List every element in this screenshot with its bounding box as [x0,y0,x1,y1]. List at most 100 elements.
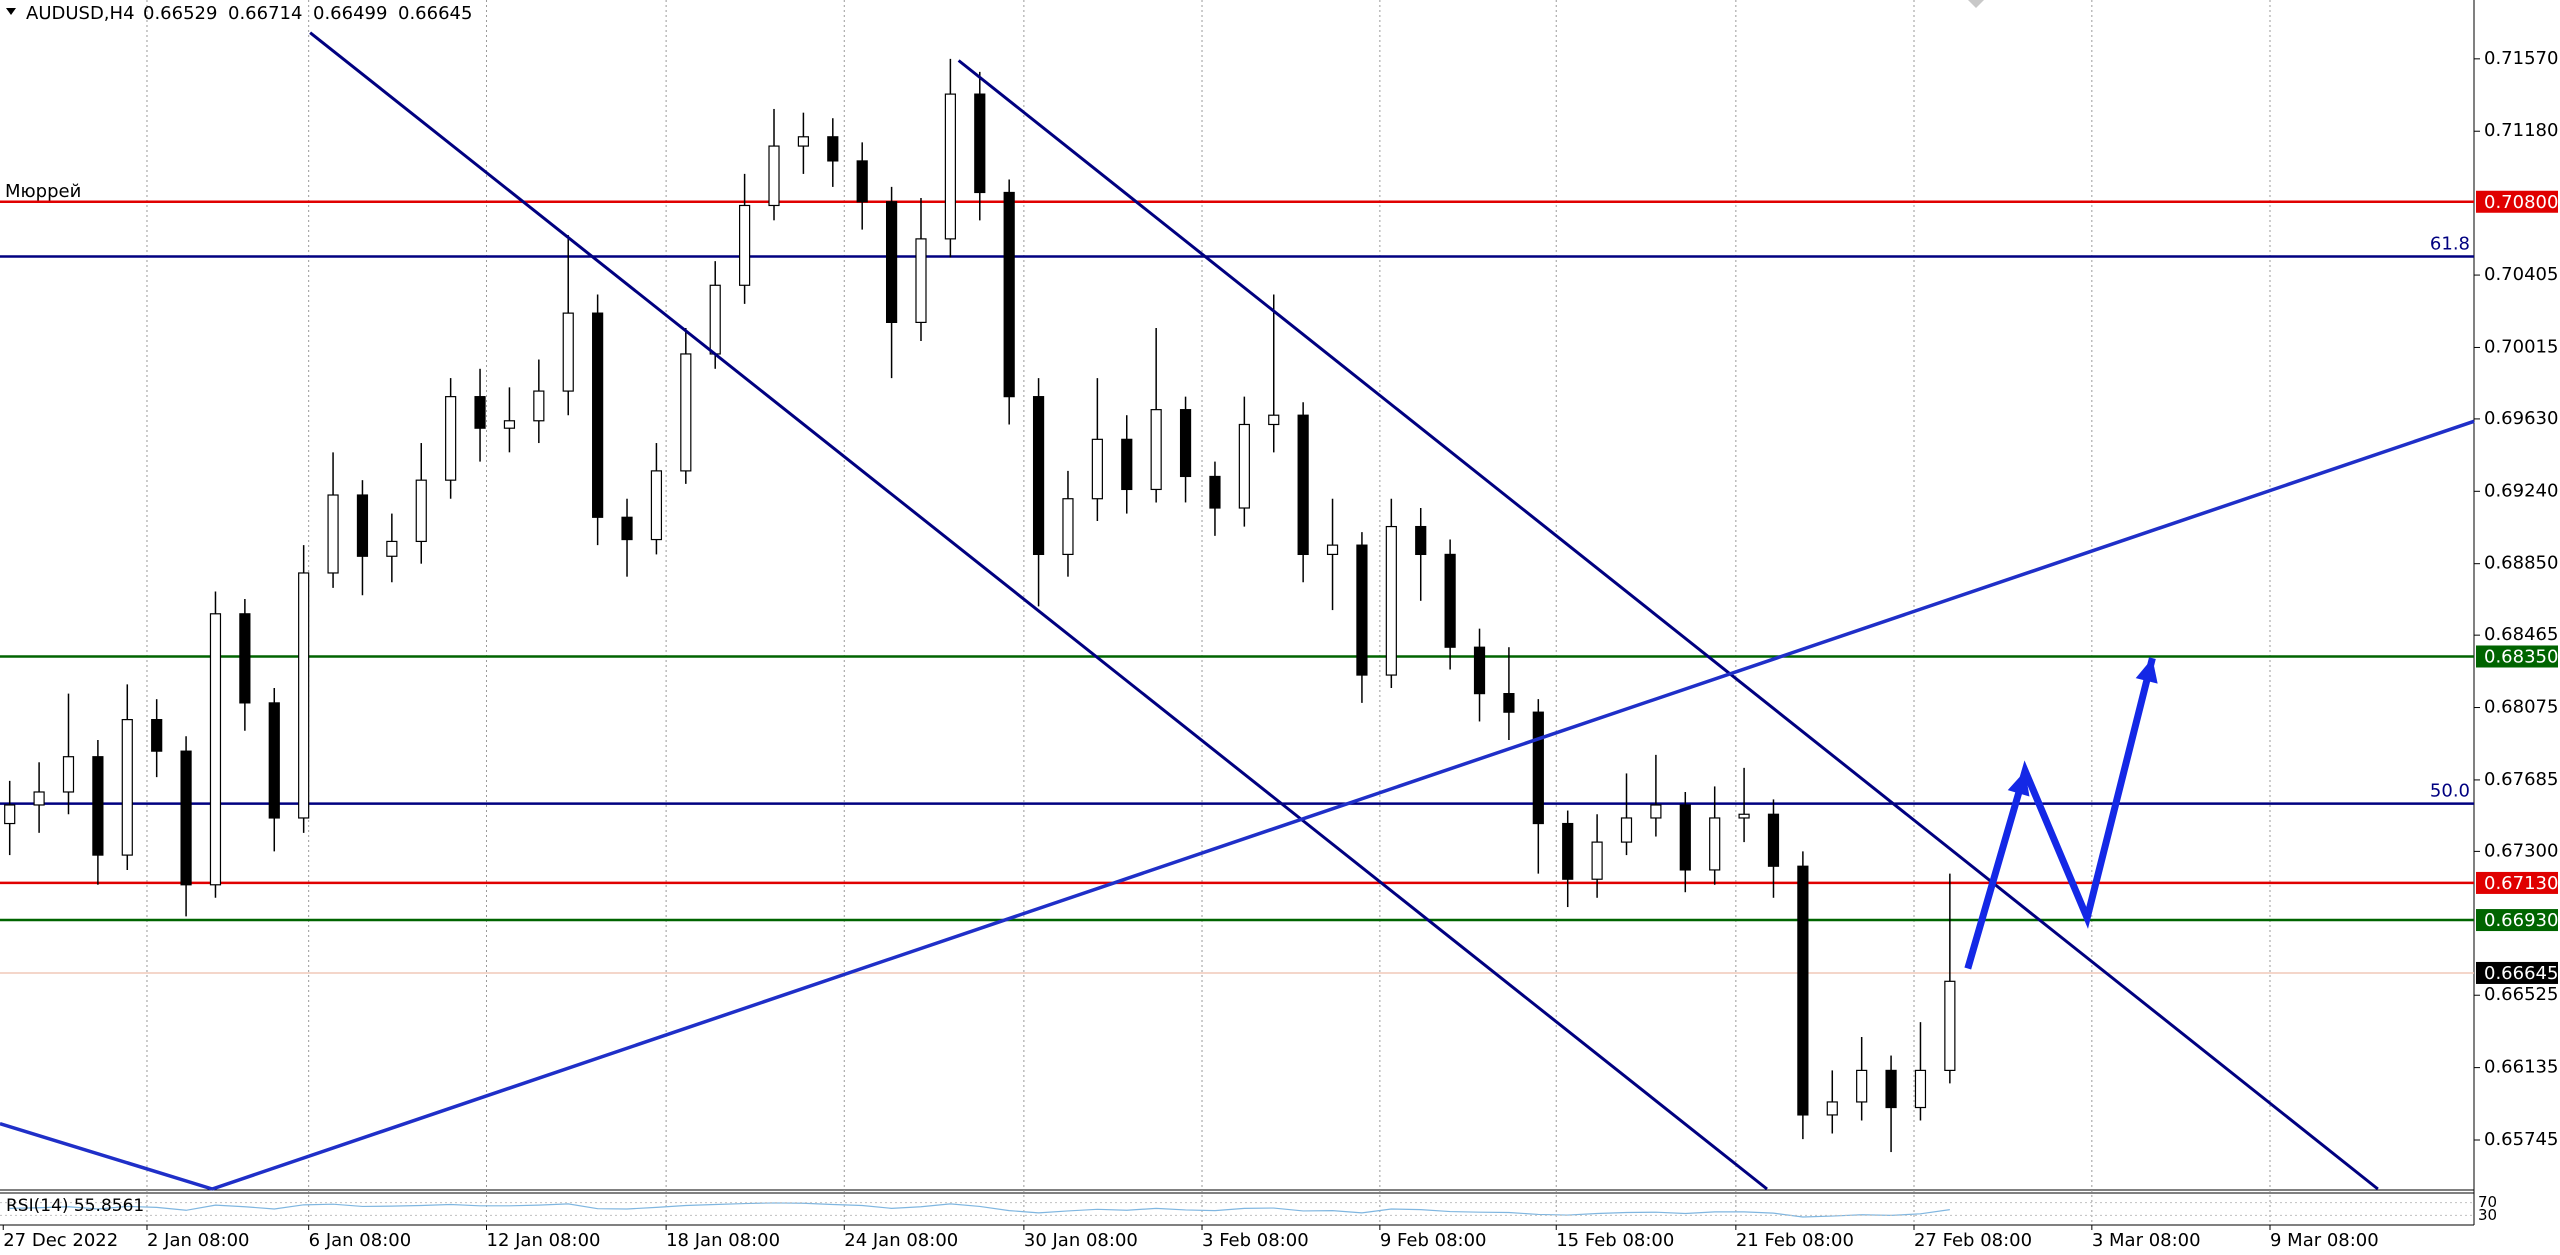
x-tick-label: 3 Mar 08:00 [2092,1230,2201,1251]
y-tick-label: 0.67685 [2484,769,2558,790]
y-tick-label: 0.66135 [2484,1057,2558,1078]
rsi-tick-label: 30 [2478,1206,2497,1224]
y-tick-label: 0.68465 [2484,624,2558,645]
candle-body [1238,423,1250,509]
candle-body [1503,693,1515,713]
trend-line [0,1121,213,1191]
y-tick-label: 0.71180 [2484,120,2558,141]
candle-body [1385,525,1397,676]
candle-body [739,204,751,286]
quote: 0.66714 [228,3,302,24]
candle-body [1179,409,1192,478]
y-tick-label: 0.65745 [2484,1129,2558,1150]
candle-body [474,396,486,429]
y-tick-label: 0.71570 [2484,48,2558,69]
quote: 0.66645 [398,3,472,24]
candle-body [445,396,457,481]
candle-body [650,470,663,541]
candle-body [1268,414,1280,426]
x-tick-label: 9 Mar 08:00 [2270,1230,2379,1251]
candle-body [1738,813,1750,819]
y-tick-label: 0.68850 [2484,553,2558,574]
candle-body [621,516,633,541]
candle-body [1562,822,1574,880]
price-label-box [2476,190,2558,213]
level-text: 50.0 [2430,781,2470,802]
price-label: 0.68350 [2484,646,2558,667]
candle-body [1856,1069,1868,1103]
trend-line [211,419,2475,1191]
candle-body [1326,544,1339,556]
candle-body [1650,804,1662,819]
candle-body [1797,865,1809,1116]
price-label-box [2476,871,2558,894]
candle-body [33,791,45,806]
candle-body [533,390,545,422]
x-tick-label: 2 Jan 08:00 [147,1230,250,1251]
arrow-head [2135,658,2158,684]
candle-body [1209,475,1221,509]
x-tick-label: 24 Jan 08:00 [844,1230,958,1251]
candle-body [1914,1069,1927,1109]
price-label-box [2476,645,2558,668]
quote: 0.66499 [313,3,387,24]
candle-body [1121,438,1133,491]
rsi-tick-label: 70 [2478,1193,2497,1211]
candle-body [974,93,986,194]
candle-body [1679,804,1691,871]
x-tick-label: 3 Feb 08:00 [1202,1230,1309,1251]
candle-body [503,420,516,429]
price-label: 0.66930 [2484,910,2558,931]
candle-body [1003,191,1015,398]
price-label: 0.67130 [2484,873,2558,894]
candle-body [709,284,721,355]
menu-triangle[interactable] [6,8,16,15]
candle-body [298,572,310,819]
x-tick-label: 21 Feb 08:00 [1736,1230,1854,1251]
candle-body [268,702,280,819]
x-tick-label: 15 Feb 08:00 [1556,1230,1674,1251]
price-label-box [2476,909,2558,932]
candle-body [1444,553,1456,648]
candle-body [827,136,839,162]
candle-body [885,201,898,323]
x-tick-label: 27 Dec 2022 [3,1230,118,1251]
x-tick-label: 9 Feb 08:00 [1380,1230,1487,1251]
price-label: 0.66645 [2484,963,2558,984]
candle-body [1415,525,1427,556]
y-tick-label: 0.70015 [2484,336,2558,357]
candle-body [1709,817,1721,871]
x-tick-label: 27 Feb 08:00 [1914,1230,2032,1251]
candle-body [151,718,163,752]
rsi-label: RSI(14) 55.8561 [6,1196,144,1216]
candle-body [856,160,868,203]
candle-body [915,238,927,323]
forecast-arrow [1964,657,2156,970]
level-text: 61.8 [2430,234,2470,255]
candle-body [1944,980,1956,1071]
x-tick-label: 12 Jan 08:00 [487,1230,601,1251]
rsi-line [9,1202,1950,1218]
y-tick-label: 0.69240 [2484,480,2558,501]
candle-body [797,136,810,147]
candle-body [121,718,133,856]
trend-line [309,31,1768,1191]
candle-body [209,613,222,886]
x-tick-label: 30 Jan 08:00 [1024,1230,1138,1251]
price-label-box [2476,961,2558,984]
y-tick-label: 0.68075 [2484,697,2558,718]
y-tick-label: 0.66525 [2484,984,2558,1005]
trend-line [957,59,2379,1191]
candle-body [1032,396,1045,556]
candle-body [1826,1101,1838,1116]
candle-body [1356,544,1368,676]
x-tick-label: 6 Jan 08:00 [309,1230,412,1251]
candle-body [356,494,369,557]
candle-body [92,756,104,856]
arrow-head [2007,770,2030,797]
candles [4,58,1956,1153]
symbol: AUDUSD,H4 [26,3,135,24]
candle-body [327,494,339,574]
candle-body [562,312,574,392]
